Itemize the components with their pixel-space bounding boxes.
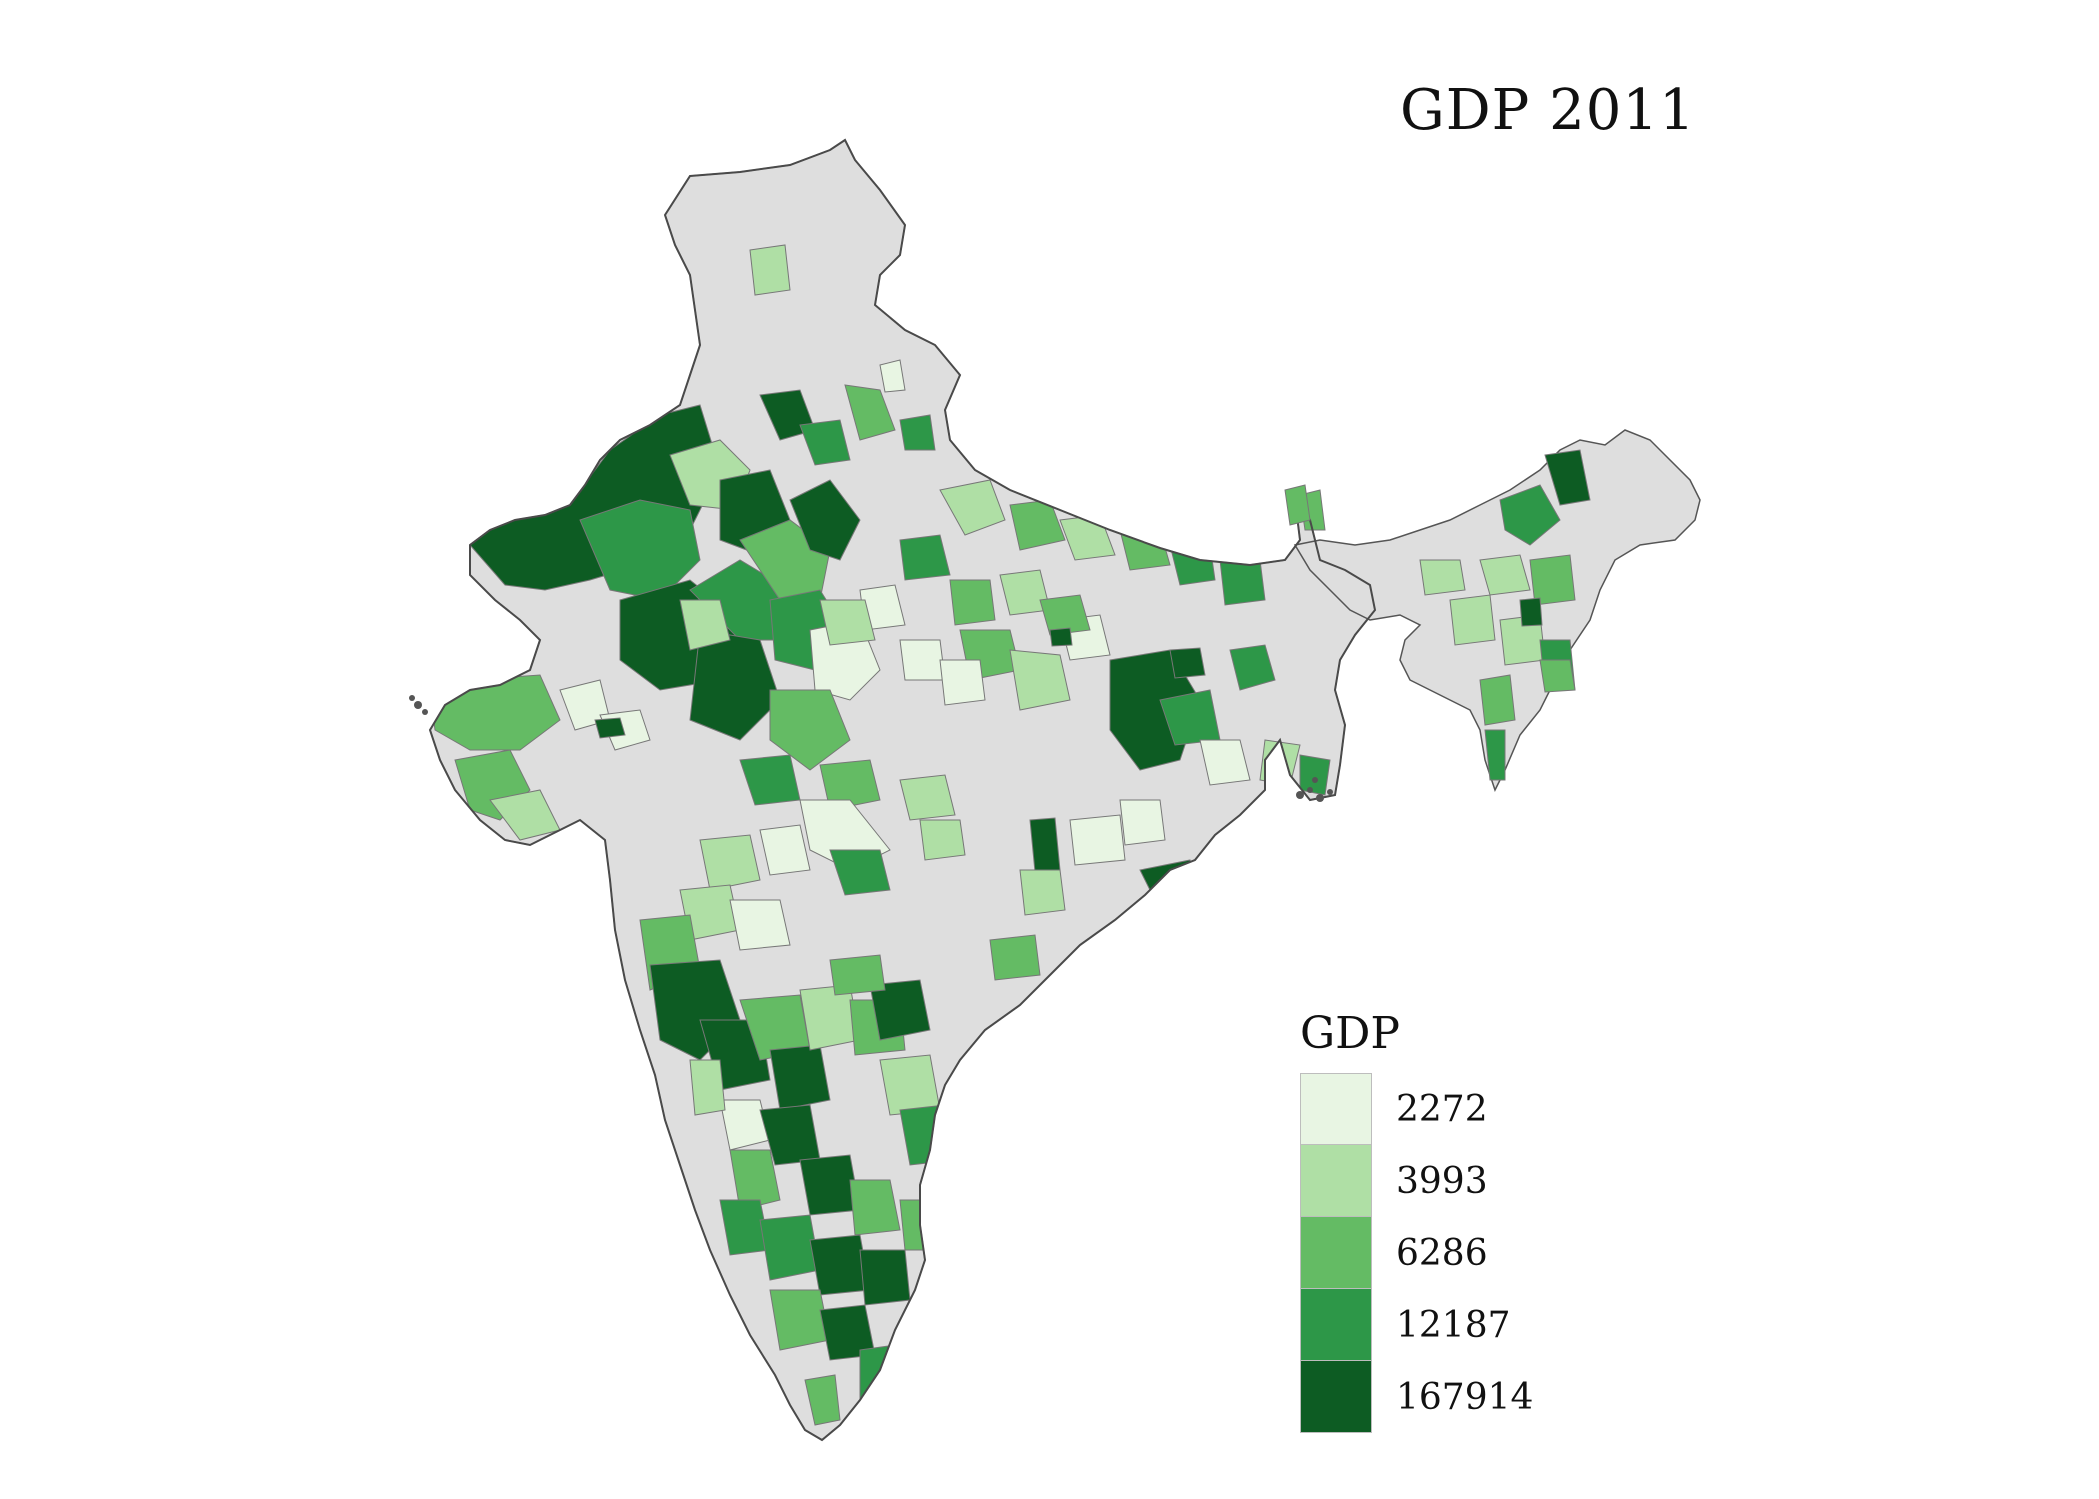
district-patch [729,899,791,951]
district-patch [1219,559,1266,606]
legend-label: 167914 [1396,1376,1534,1418]
himachal-light-patch [749,244,791,296]
district-patch [939,479,1006,536]
district-patch [594,717,626,739]
district-patch [859,1249,911,1306]
district-patch [1484,729,1506,781]
district-patch [579,499,701,601]
district-patch [844,384,896,441]
district-patch [689,629,781,741]
legend-label: 12187 [1396,1304,1511,1346]
district-patch [829,954,886,996]
district-patch [1299,754,1331,796]
district-patch [939,659,986,706]
district-patch [829,849,891,896]
district-patch [899,639,946,681]
district-patch [1119,799,1166,846]
district-patch [1029,817,1061,873]
district-patch [1479,554,1531,596]
district-patch [1009,649,1071,711]
legend-swatch [1300,1217,1372,1289]
district-patch [1039,594,1091,636]
legend-rows: 2272 3993 6286 12187 167914 [1300,1073,1600,1433]
legend-item: 3993 [1300,1145,1600,1217]
legend-label: 6286 [1396,1232,1488,1274]
district-patch [799,984,861,1051]
district-patch [1529,554,1576,606]
india-mainland-outline [428,138,1377,1442]
district-patch [769,1289,831,1351]
northeast-region-base [1293,429,1701,792]
district-patch [1229,644,1276,691]
district-patch [1069,814,1126,866]
district-patch [1539,659,1576,693]
district-patch [879,1054,941,1116]
map-title: GDP 2011 [1400,78,1696,143]
sikkim-region [1284,484,1311,526]
district-patch [799,419,851,466]
district-patches [430,359,1331,1426]
district-patch [819,759,881,811]
legend-title: GDP [1300,1008,1401,1059]
legend-item: 12187 [1300,1289,1600,1361]
district-patch [729,1149,781,1211]
legend-item: 2272 [1300,1073,1600,1145]
district-patch [769,689,851,771]
sundarbans-delta [1296,777,1333,802]
district-patch [1479,674,1516,726]
district-patch [1499,484,1561,546]
legend-swatch [1300,1289,1372,1361]
district-patch [1419,559,1466,596]
legend: GDP 2272 3993 6286 12187 167914 [1300,1008,1600,1433]
district-patch [899,1199,926,1251]
district-patch [1199,739,1251,786]
district-patch [769,1044,831,1111]
district-patch [759,824,811,876]
legend-label: 3993 [1396,1160,1488,1202]
district-patch [1169,647,1206,679]
district-patch [899,534,951,581]
gujarat-coast-islands [409,695,428,715]
district-patch [989,934,1041,981]
district-patch [899,414,936,451]
district-patch [819,599,876,646]
district-patch [1019,869,1066,916]
district-patch [899,774,956,821]
district-patch [849,1179,901,1236]
legend-swatch [1300,1361,1372,1433]
legend-label: 2272 [1396,1088,1488,1130]
district-patch [879,359,906,393]
district-patch [1049,627,1073,647]
legend-swatch [1300,1145,1372,1217]
district-patch [949,579,996,626]
legend-item: 167914 [1300,1361,1600,1433]
district-patch [919,819,966,861]
district-patch [1449,594,1496,646]
district-patch [699,834,761,891]
district-patch [804,1374,841,1426]
district-patch [789,479,861,561]
legend-item: 6286 [1300,1217,1600,1289]
legend-swatch [1300,1073,1372,1145]
district-patch [1544,449,1591,506]
district-patch [869,979,931,1041]
district-patch [689,1059,726,1116]
district-patch [679,599,731,651]
district-patch [1519,597,1543,627]
northeast-district-patches [1299,449,1591,781]
